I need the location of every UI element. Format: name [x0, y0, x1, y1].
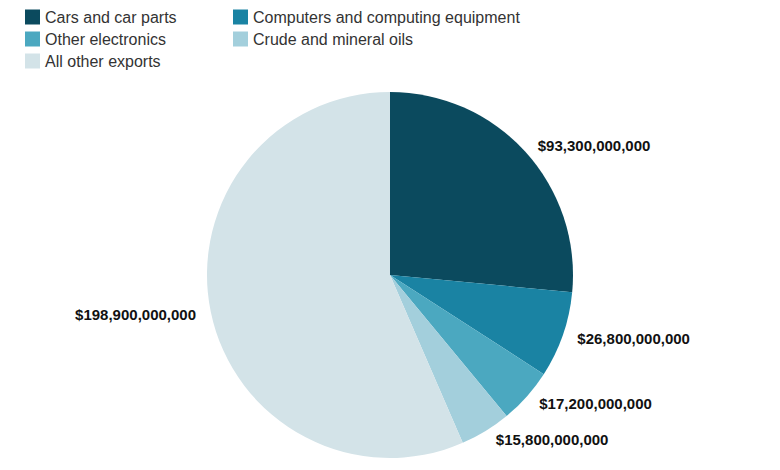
- svg-text:Other electronics: Other electronics: [45, 31, 166, 48]
- svg-text:$15,800,000,000: $15,800,000,000: [496, 431, 609, 448]
- svg-text:Crude and mineral oils: Crude and mineral oils: [253, 31, 413, 48]
- svg-text:Computers and computing equipm: Computers and computing equipment: [253, 9, 520, 26]
- svg-text:$93,300,000,000: $93,300,000,000: [538, 137, 651, 154]
- svg-text:$26,800,000,000: $26,800,000,000: [577, 330, 690, 347]
- svg-text:All other exports: All other exports: [45, 53, 161, 70]
- svg-text:$17,200,000,000: $17,200,000,000: [539, 395, 652, 412]
- svg-text:$198,900,000,000: $198,900,000,000: [75, 306, 196, 323]
- svg-text:Cars and car parts: Cars and car parts: [45, 9, 177, 26]
